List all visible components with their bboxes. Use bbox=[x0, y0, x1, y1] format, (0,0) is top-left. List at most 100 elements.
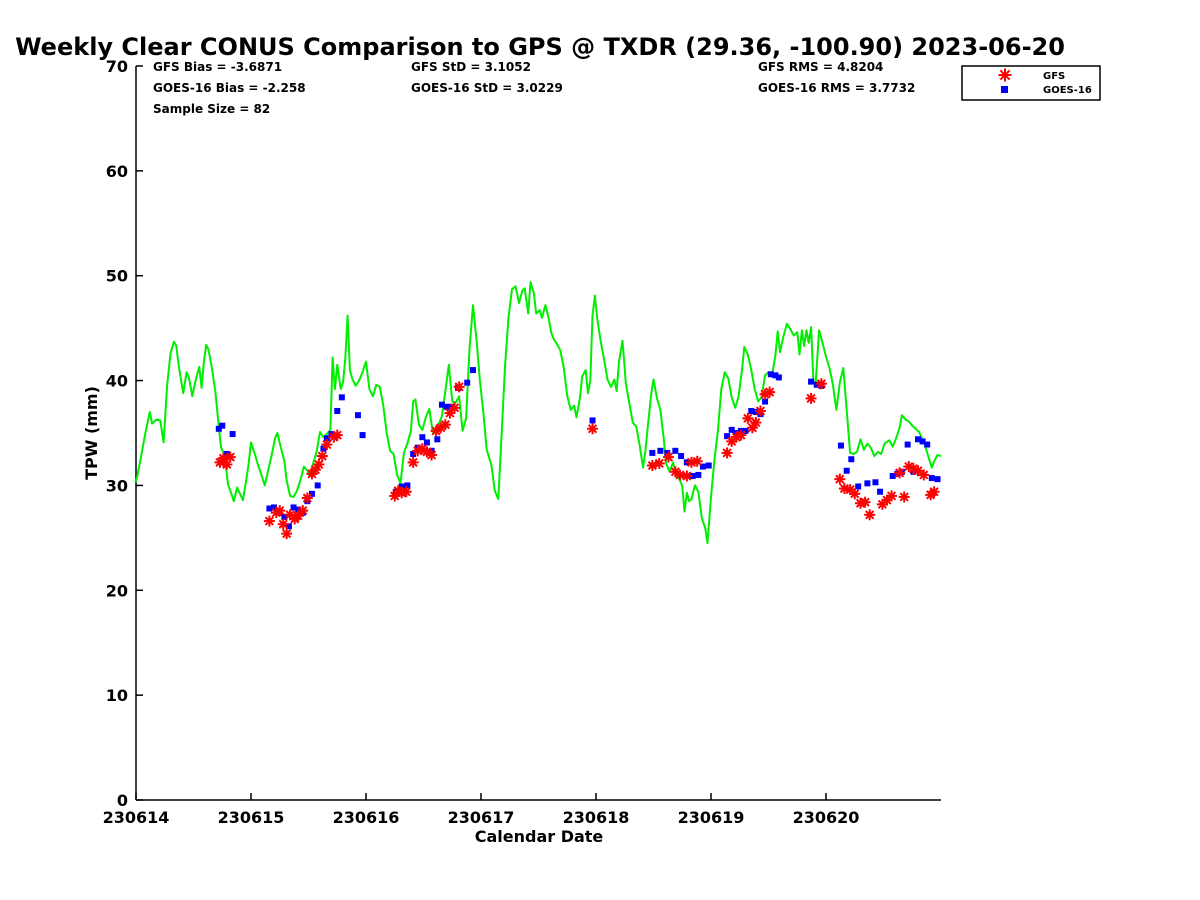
goes16-point bbox=[915, 436, 921, 443]
asterisk-stroke bbox=[422, 447, 432, 457]
asterisk-stroke bbox=[278, 519, 288, 529]
asterisk-stroke bbox=[886, 491, 897, 501]
asterisk-stroke bbox=[919, 470, 929, 480]
goes16-point bbox=[678, 453, 685, 460]
goes16-point bbox=[813, 381, 820, 388]
goes16-point bbox=[323, 435, 330, 442]
asterisk-stroke bbox=[865, 510, 875, 520]
gfs-point bbox=[898, 491, 910, 503]
goes16-point bbox=[808, 378, 815, 385]
asterisk-stroke bbox=[417, 444, 427, 454]
asterisk-stroke bbox=[755, 406, 766, 416]
asterisk-stroke bbox=[899, 492, 909, 502]
legend-gfs-asterisk bbox=[998, 68, 1012, 82]
goes16-point bbox=[877, 488, 884, 495]
goes16-point bbox=[752, 409, 759, 416]
y-axis-label: TPW (mm) bbox=[82, 386, 101, 480]
asterisk-stroke bbox=[895, 468, 905, 478]
goes16-point bbox=[438, 401, 445, 408]
chart-title: Weekly Clear CONUS Comparison to GPS @ T… bbox=[15, 33, 1065, 61]
goes16-point bbox=[354, 412, 361, 419]
goes16-point bbox=[229, 431, 236, 438]
asterisk-stroke bbox=[908, 464, 918, 474]
goes16-point bbox=[295, 506, 302, 513]
gfs-point bbox=[834, 473, 846, 485]
goes16-point bbox=[924, 441, 931, 448]
goes16-point bbox=[443, 403, 450, 410]
goes16-point bbox=[689, 472, 696, 479]
gfs-point bbox=[764, 386, 776, 398]
plot-area: 0 10 20 30 40 50 60 70 230614 230615 230616 230617 2… bbox=[103, 57, 942, 827]
goes16-point bbox=[419, 434, 426, 441]
gfs-point bbox=[754, 405, 766, 417]
goes16-point bbox=[928, 475, 935, 482]
goes16-point bbox=[742, 427, 749, 434]
gfs-point bbox=[224, 451, 236, 463]
asterisk-stroke bbox=[682, 471, 692, 481]
asterisk-stroke bbox=[298, 505, 308, 516]
legend: GFS GOES-16 bbox=[961, 65, 1101, 101]
gfs-std-label: GFS StD = 3.1052 bbox=[411, 60, 531, 74]
gfs-point bbox=[297, 505, 309, 517]
legend-goes-marker bbox=[1001, 86, 1008, 93]
asterisk-stroke bbox=[929, 487, 939, 497]
x-tick-label: 230619 bbox=[678, 808, 745, 827]
goes16-point bbox=[308, 490, 315, 497]
asterisk-stroke bbox=[670, 467, 680, 477]
goes16-point bbox=[423, 439, 430, 446]
asterisk-stroke bbox=[454, 382, 464, 392]
asterisk-stroke bbox=[765, 387, 775, 397]
asterisk-stroke bbox=[904, 461, 914, 472]
x-tick-label: 230620 bbox=[793, 808, 860, 827]
asterisk-stroke bbox=[654, 458, 664, 469]
goes16-point bbox=[889, 472, 896, 479]
goes16-point bbox=[464, 379, 471, 386]
asterisk-stroke bbox=[285, 510, 295, 520]
goes16-point bbox=[281, 513, 288, 520]
asterisk-stroke bbox=[218, 453, 228, 463]
legend-goes-label: GOES-16 bbox=[1043, 85, 1092, 96]
x-tick-label: 230614 bbox=[103, 808, 170, 827]
goes16-point bbox=[699, 463, 706, 470]
gfs-point bbox=[805, 392, 817, 404]
goes16-point bbox=[589, 417, 596, 424]
gfs-point bbox=[918, 469, 930, 481]
gfs-point bbox=[928, 486, 940, 498]
gfs-point bbox=[587, 423, 599, 435]
goes-bias-label: GOES-16 Bias = -2.258 bbox=[153, 81, 306, 95]
gfs-point bbox=[912, 465, 924, 477]
asterisk-stroke bbox=[225, 452, 235, 462]
asterisk-stroke bbox=[913, 466, 923, 476]
goes16-point bbox=[848, 456, 855, 463]
goes16-point bbox=[469, 367, 476, 374]
y-tick-label: 20 bbox=[106, 581, 128, 600]
gfs-point bbox=[653, 457, 665, 469]
x-tick-label: 230615 bbox=[218, 808, 285, 827]
gfs-point bbox=[449, 402, 461, 414]
goes16-point bbox=[285, 523, 292, 530]
goes-std-label: GOES-16 StD = 3.0229 bbox=[411, 81, 563, 95]
asterisk-stroke bbox=[736, 430, 746, 440]
asterisk-stroke bbox=[401, 487, 411, 497]
goes16-point bbox=[649, 449, 656, 456]
asterisk-stroke bbox=[722, 448, 732, 458]
gfs-point bbox=[674, 469, 686, 481]
goes16-point bbox=[762, 398, 769, 405]
goes16-point bbox=[266, 505, 273, 512]
gfs-point bbox=[742, 412, 754, 424]
goes16-point bbox=[271, 504, 277, 511]
asterisk-stroke bbox=[743, 413, 753, 423]
gfs-point bbox=[864, 509, 876, 521]
gfs-point bbox=[894, 467, 906, 479]
gfs-bias-label: GFS Bias = -3.6871 bbox=[153, 60, 282, 74]
y-tick-label: 60 bbox=[106, 162, 128, 181]
goes16-point bbox=[410, 450, 417, 457]
gfs-point bbox=[400, 486, 412, 498]
goes16-point bbox=[724, 433, 731, 440]
goes16-point bbox=[748, 407, 755, 414]
gfs-point bbox=[281, 528, 293, 540]
asterisk-stroke bbox=[751, 417, 761, 428]
goes16-point bbox=[837, 442, 844, 449]
asterisk-stroke bbox=[850, 489, 860, 499]
gfs-point bbox=[721, 447, 733, 459]
